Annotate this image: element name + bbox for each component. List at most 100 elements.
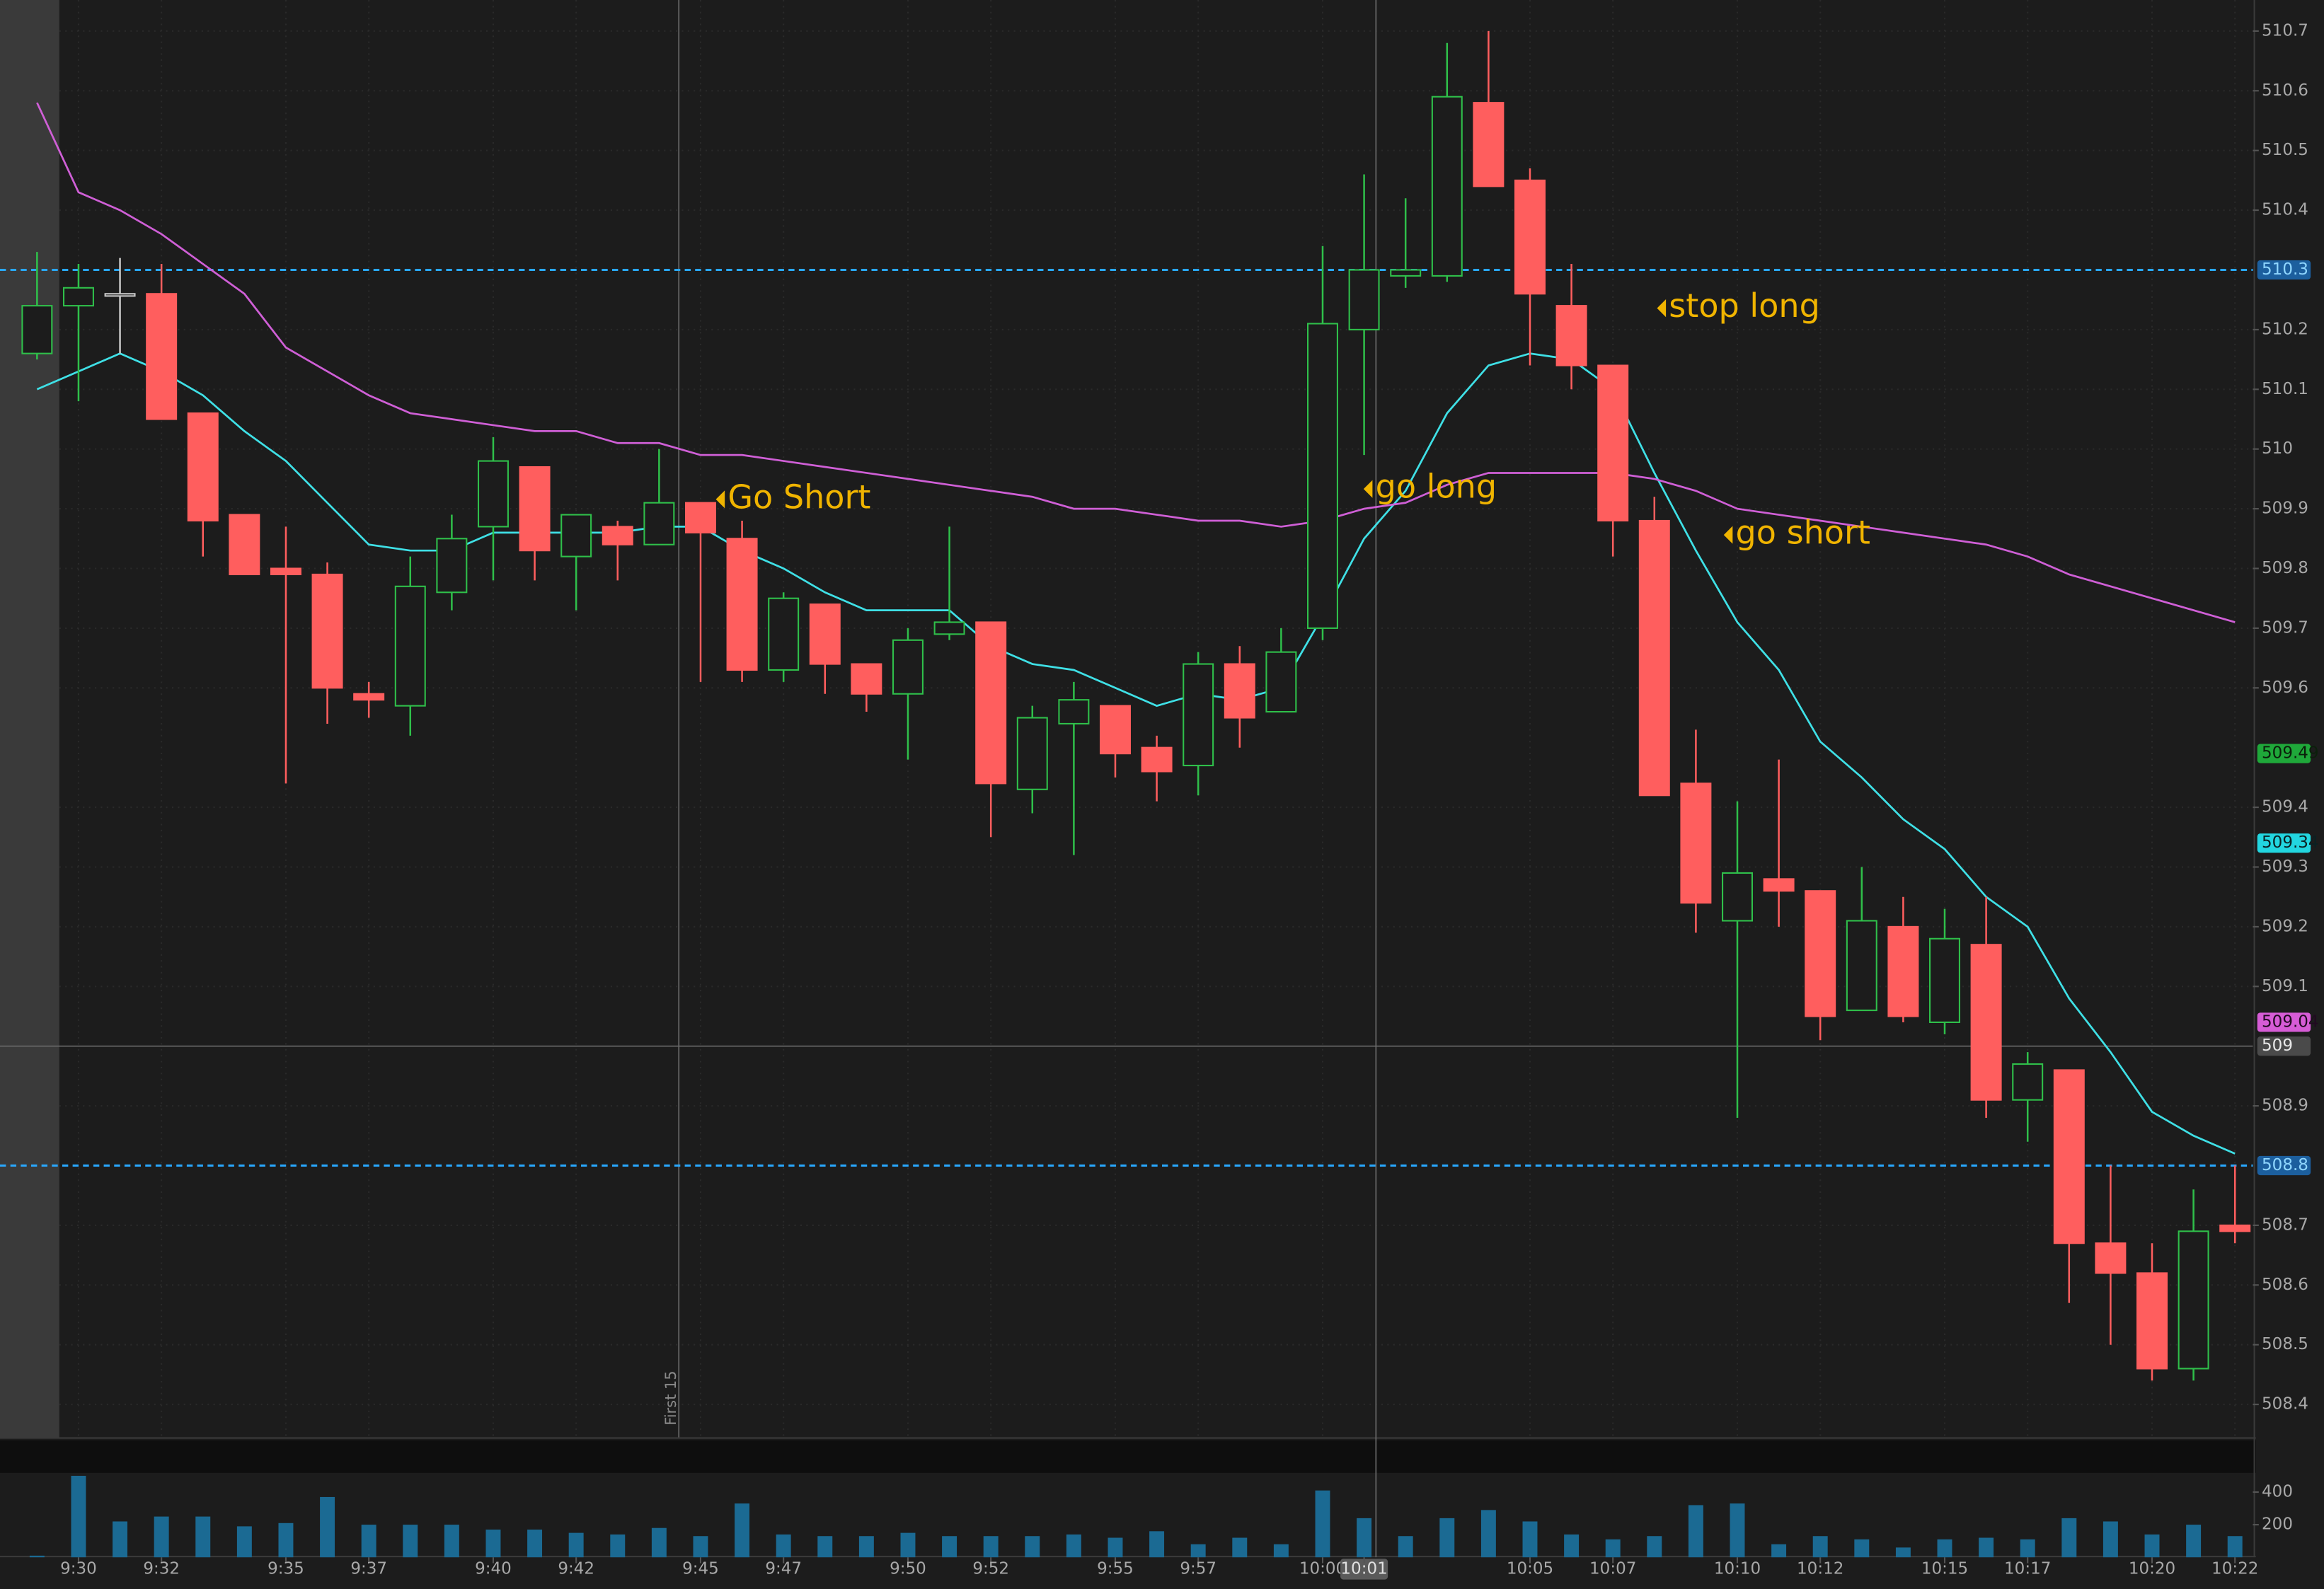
- volume-bar: [1605, 1539, 1621, 1558]
- volume-bar: [942, 1536, 957, 1558]
- candle-body: [394, 585, 426, 707]
- volume-bar: [71, 1475, 86, 1558]
- x-tick-label: 10:22: [2211, 1559, 2258, 1578]
- premarket-shade: [0, 0, 59, 1438]
- candle-body: [1473, 102, 1505, 187]
- y-tick-label: 510.5: [2262, 141, 2308, 159]
- volume-bar: [444, 1525, 459, 1558]
- y-tick-label: 508.7: [2262, 1215, 2308, 1234]
- volume-bar: [2061, 1518, 2077, 1558]
- volume-bar: [1357, 1518, 1372, 1558]
- candle-body: [2012, 1063, 2044, 1101]
- volume-bar: [735, 1503, 750, 1558]
- candle-body: [1431, 96, 1463, 277]
- volume-bar: [1149, 1531, 1165, 1558]
- candle-body: [2136, 1272, 2168, 1370]
- candle-body: [353, 693, 385, 701]
- volume-bar: [776, 1534, 791, 1558]
- volume-bar: [610, 1534, 626, 1558]
- annotation-arrow: [1657, 299, 1667, 318]
- volume-bar: [1854, 1539, 1870, 1558]
- y-tick-label: 509.4: [2262, 798, 2308, 816]
- volume-tick-label: 200: [2262, 1515, 2293, 1534]
- price-marker-label: 508.8: [2262, 1156, 2308, 1174]
- volume-bar: [568, 1532, 584, 1558]
- x-tick-label: 10:17: [2004, 1559, 2051, 1578]
- volume-bar: [2227, 1536, 2243, 1558]
- x-tick-label: 9:45: [682, 1559, 719, 1578]
- candle-body: [1348, 269, 1380, 330]
- candle-body: [1638, 519, 1670, 797]
- volume-bar: [693, 1536, 708, 1558]
- candle-body: [2053, 1069, 2085, 1244]
- crosshair-time-box: [1340, 1559, 1388, 1580]
- y-tick-label: 508.6: [2262, 1276, 2308, 1294]
- volume-bar: [2102, 1521, 2118, 1558]
- volume-bar: [527, 1530, 543, 1558]
- volume-bar: [2186, 1525, 2202, 1558]
- candle-body: [851, 663, 882, 695]
- x-tick-label: 10:12: [1797, 1559, 1843, 1578]
- price-marker-box: [2257, 1012, 2311, 1032]
- annotation: go short: [1736, 514, 1870, 552]
- candle-body: [2095, 1242, 2127, 1274]
- x-tick-label: 10:15: [1921, 1559, 1968, 1578]
- price-marker-label: 509: [2262, 1036, 2293, 1055]
- candle-body: [1680, 782, 1712, 904]
- candle-body: [1555, 305, 1587, 366]
- y-tick-label: 509.2: [2262, 917, 2308, 935]
- candle-body: [933, 621, 965, 635]
- candle-body: [1306, 323, 1338, 629]
- candle-body: [477, 460, 509, 528]
- price-marker-label: 509.49: [2262, 744, 2319, 763]
- candle-body: [560, 514, 592, 557]
- volume-bar: [1522, 1521, 1538, 1558]
- y-tick-label: 509.7: [2262, 618, 2308, 637]
- candle-body: [643, 502, 675, 545]
- candle-body: [1763, 878, 1795, 892]
- price-marker-box: [2257, 833, 2311, 853]
- volume-bar: [2144, 1534, 2160, 1558]
- moving-average: [36, 102, 2236, 623]
- first15-label: First 15: [662, 1370, 679, 1425]
- candle-body: [892, 639, 924, 695]
- annotation-arrow: [715, 490, 725, 509]
- volume-bar: [1066, 1534, 1081, 1558]
- price-marker-label: 510.3: [2262, 260, 2308, 279]
- candle-body: [1390, 269, 1422, 277]
- y-tick-label: 510.6: [2262, 81, 2308, 100]
- candle-body: [975, 621, 1007, 785]
- y-tick-label: 509.3: [2262, 857, 2308, 876]
- volume-bar: [278, 1522, 294, 1558]
- x-tick-label: 9:47: [765, 1559, 802, 1578]
- volume-bar: [1937, 1539, 1952, 1558]
- volume-bar: [1895, 1547, 1911, 1558]
- volume-bar: [29, 1555, 45, 1558]
- candle-body: [726, 538, 758, 671]
- y-tick-label: 508.9: [2262, 1097, 2308, 1115]
- x-tick-label: 10:07: [1589, 1559, 1636, 1578]
- x-tick-label: 9:37: [350, 1559, 387, 1578]
- volume-bar: [651, 1527, 667, 1558]
- price-marker-box: [2257, 1155, 2311, 1176]
- y-tick-label: 510.4: [2262, 201, 2308, 219]
- y-tick-label: 508.5: [2262, 1335, 2308, 1353]
- volume-tick-label: 400: [2262, 1483, 2293, 1501]
- x-tick-label: 9:55: [1097, 1559, 1134, 1578]
- x-tick-label: 9:57: [1180, 1559, 1216, 1578]
- candle-body: [1970, 944, 2002, 1101]
- volume-bar: [1564, 1534, 1580, 1558]
- volume-bar: [983, 1536, 999, 1558]
- volume-bar: [1190, 1544, 1206, 1558]
- candle-body: [809, 603, 841, 665]
- x-tick-label: 9:30: [60, 1559, 97, 1578]
- candle-body: [1514, 179, 1546, 295]
- candle-body: [768, 597, 800, 671]
- annotation-arrow: [1363, 480, 1373, 498]
- x-tick-label: 9:35: [268, 1559, 304, 1578]
- y-tick-label: 509.6: [2262, 678, 2308, 697]
- volume-bar: [154, 1516, 169, 1558]
- volume-bar: [1688, 1505, 1703, 1558]
- candle-body: [1805, 890, 1836, 1017]
